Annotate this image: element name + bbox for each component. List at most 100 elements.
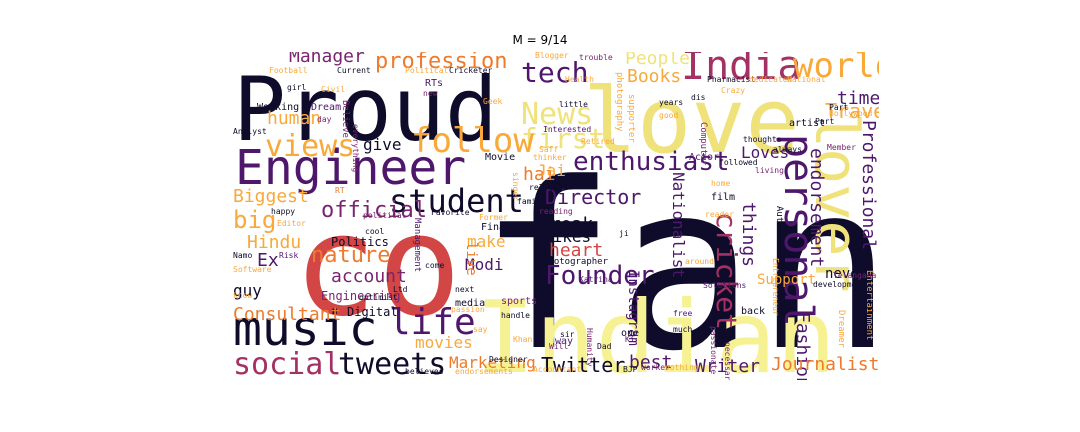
cloud-word-nothing: nothing <box>665 363 699 372</box>
cloud-word-thoughts: thoughts <box>743 135 782 144</box>
cloud-word-india: India <box>681 52 801 89</box>
cloud-word-handle: handle <box>501 311 530 320</box>
cloud-word-next: next <box>455 285 474 294</box>
cloud-word-computer: Computer <box>698 122 708 166</box>
cloud-word-saff: Saff <box>539 145 558 154</box>
cloud-word-nationalist: Nationalist <box>669 172 688 278</box>
cloud-word-cricket: cricket <box>710 212 743 330</box>
cloud-word-supporter: supporter <box>626 94 636 143</box>
cloud-word-life: life <box>389 302 476 343</box>
cloud-word-founder: Founder <box>545 261 655 291</box>
cloud-word-news: News <box>521 97 593 132</box>
cloud-word-first: first <box>521 122 605 155</box>
cloud-word-professional: Professional <box>858 120 879 250</box>
cloud-word-religion: religion <box>529 183 568 192</box>
cloud-word-hai: hai <box>523 164 556 185</box>
cloud-word-fan: fan <box>478 135 879 380</box>
cloud-word-cricketer: Cricketer <box>449 66 493 75</box>
cloud-word-rts: RTs <box>425 78 443 89</box>
cloud-word-endorsements: endorsements <box>455 367 513 376</box>
cloud-word-endorsement: endorsement <box>806 148 827 267</box>
cloud-word-politics: Politics <box>331 235 389 249</box>
cloud-word-optimist: optimist <box>359 293 398 302</box>
cloud-word-retired: Retired <box>581 137 615 146</box>
cloud-word-entrepreneur: Entrepreneur <box>771 258 780 316</box>
cloud-word-ki: Ki <box>625 335 635 344</box>
cloud-word-engineering: Engineering <box>321 289 400 303</box>
cloud-word-lover: lover <box>801 112 871 293</box>
cloud-word-live: live <box>463 242 479 276</box>
cloud-word-student: student <box>389 182 524 220</box>
cloud-word-come: come <box>425 261 444 270</box>
cloud-word-jai: Jai <box>537 161 566 180</box>
cloud-word-new: new <box>423 89 438 98</box>
cloud-word-consultant: Consultant <box>233 304 341 325</box>
cloud-word-books: Books <box>627 66 681 87</box>
cloud-word-cool: cool <box>365 227 384 236</box>
cloud-word-dream: Dream <box>311 102 341 113</box>
cloud-word-nature: nature <box>311 243 390 268</box>
cloud-word-part: Part <box>829 103 848 112</box>
cloud-word-give: give <box>363 135 402 154</box>
cloud-word-entertainment: Entertainment <box>864 270 874 340</box>
cloud-word-indian: Indian <box>475 279 836 380</box>
cloud-word-blogger: Blogger <box>535 52 569 60</box>
cloud-word-day: day <box>317 115 332 124</box>
cloud-word-biggest: Biggest <box>233 186 309 207</box>
cloud-word-guy: guy <box>233 281 262 300</box>
cloud-word-civil: Civil <box>321 85 345 94</box>
cloud-word-dad: Dad <box>597 342 612 351</box>
cloud-word-around: around <box>685 257 714 266</box>
cloud-word-girl: girl <box>287 83 306 92</box>
cloud-word-followed: followed <box>719 158 758 167</box>
cloud-word-journalist: Journalist <box>771 354 879 375</box>
cloud-word-heart: heart <box>549 240 603 261</box>
cloud-word-sports: sports <box>501 296 537 307</box>
cloud-word-finance: Finance <box>481 222 523 233</box>
cloud-word-football: Football <box>269 66 308 75</box>
cloud-word-singer: singer <box>511 172 520 201</box>
cloud-word-co: co <box>293 185 462 348</box>
cloud-word-happy: happy <box>271 207 295 216</box>
cloud-word-necessarily: necessarily <box>723 342 732 380</box>
cloud-word-proud: Proud <box>233 58 498 161</box>
cloud-word-analyst: Analyst <box>233 127 267 136</box>
cloud-word-time: time <box>837 88 879 109</box>
cloud-word-namo: Namo <box>233 251 252 260</box>
cloud-word-everything: everything <box>351 124 360 172</box>
cloud-word-ltd: Ltd <box>393 285 408 294</box>
cloud-word-part: Part <box>815 117 834 126</box>
cloud-word-media: media <box>455 298 485 309</box>
cloud-word-political: Political <box>405 66 449 75</box>
cloud-word-writer: Writer <box>695 356 760 377</box>
cloud-word-way: way <box>555 336 573 347</box>
cloud-word-crazy: Crazy <box>721 86 745 95</box>
cloud-word-enthusiast: enthusiast <box>573 147 730 177</box>
cloud-word-travel: Travel <box>825 99 879 123</box>
cloud-word-believe: Believe <box>340 100 350 138</box>
cloud-word-khan: Khan <box>513 335 532 344</box>
cloud-word-accountant: Accountant <box>533 365 581 374</box>
cloud-word-pharmacist: Pharmacist <box>707 75 755 84</box>
cloud-word-manager: Manager <box>289 52 365 67</box>
cloud-word-years: years <box>659 98 683 107</box>
cloud-word-ji: ji <box>619 229 629 238</box>
cloud-word-free: free <box>673 309 692 318</box>
cloud-word-film: film <box>711 192 735 203</box>
cloud-word-former: Former <box>479 213 508 222</box>
cloud-word-reader: reader <box>705 210 734 219</box>
cloud-word-bollywood: Bollywood <box>829 109 873 118</box>
cloud-word-music: music <box>233 301 378 357</box>
cloud-word-movies: movies <box>415 333 473 352</box>
cloud-word-little: little <box>559 100 588 109</box>
cloud-word-working: Working <box>257 102 299 113</box>
cloud-word-thinker: thinker <box>533 153 567 162</box>
cloud-word-member: Member <box>827 143 856 152</box>
cloud-word-tech: tech <box>521 56 588 89</box>
cloud-word-katrina: Katrina <box>579 275 613 284</box>
cloud-word-reading: reading <box>539 207 573 216</box>
cloud-word-love: love <box>583 69 800 174</box>
cloud-word-ceo: CEO <box>535 283 550 292</box>
cloud-word-dis: dis <box>691 93 706 102</box>
